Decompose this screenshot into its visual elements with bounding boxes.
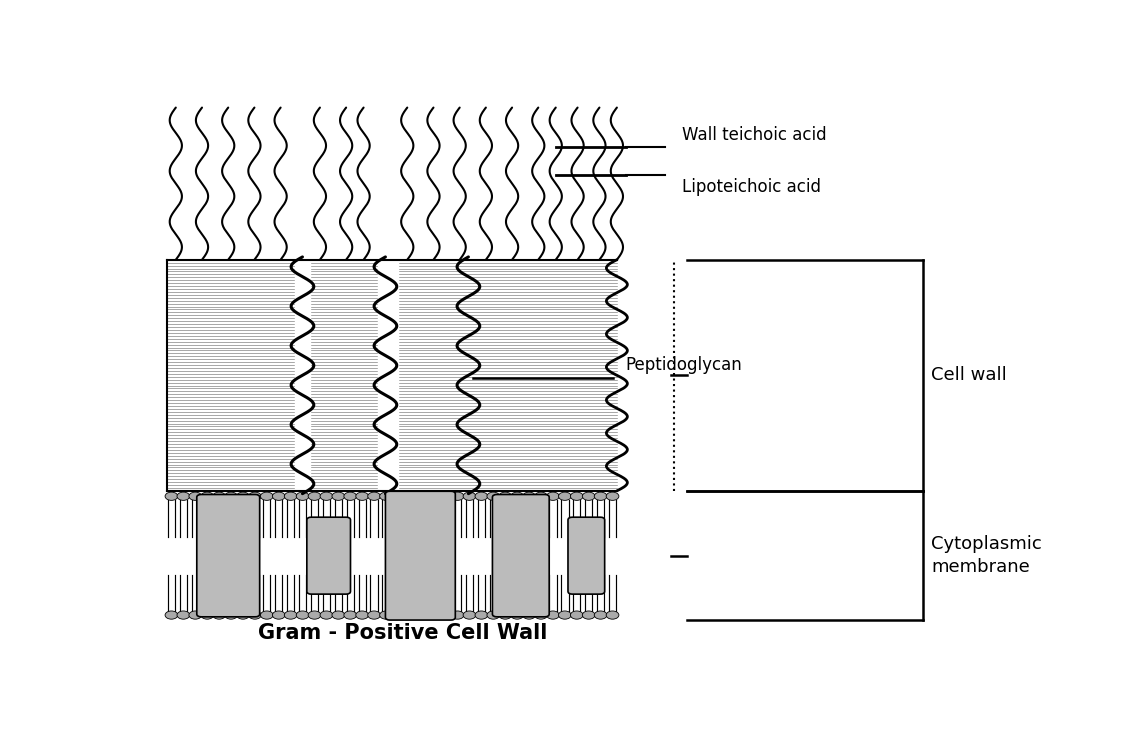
Circle shape: [570, 492, 583, 501]
Circle shape: [451, 492, 464, 501]
Circle shape: [570, 611, 583, 619]
Circle shape: [487, 492, 499, 501]
Circle shape: [523, 492, 535, 501]
Text: Peptidoglycan: Peptidoglycan: [625, 356, 743, 373]
Circle shape: [534, 492, 548, 501]
Circle shape: [547, 611, 559, 619]
Circle shape: [273, 611, 285, 619]
Circle shape: [273, 492, 285, 501]
Circle shape: [296, 611, 309, 619]
FancyBboxPatch shape: [492, 495, 549, 617]
Circle shape: [165, 492, 178, 501]
Circle shape: [296, 492, 309, 501]
Circle shape: [606, 611, 619, 619]
Circle shape: [380, 492, 392, 501]
Circle shape: [260, 611, 273, 619]
Text: Cytoplasmic
membrane: Cytoplasmic membrane: [931, 535, 1042, 577]
Circle shape: [213, 611, 225, 619]
FancyBboxPatch shape: [385, 491, 455, 620]
Circle shape: [249, 611, 261, 619]
Circle shape: [165, 611, 178, 619]
Circle shape: [224, 492, 238, 501]
Circle shape: [391, 611, 405, 619]
Circle shape: [403, 492, 416, 501]
Circle shape: [332, 611, 345, 619]
Circle shape: [476, 611, 488, 619]
Circle shape: [451, 611, 464, 619]
Circle shape: [534, 611, 548, 619]
Circle shape: [583, 611, 595, 619]
Circle shape: [427, 611, 440, 619]
Text: Wall teichoic acid: Wall teichoic acid: [683, 126, 827, 144]
Circle shape: [284, 492, 298, 501]
Circle shape: [594, 611, 607, 619]
Circle shape: [260, 492, 273, 501]
Circle shape: [416, 492, 428, 501]
Circle shape: [380, 611, 392, 619]
Circle shape: [440, 611, 452, 619]
Circle shape: [403, 611, 416, 619]
Circle shape: [547, 492, 559, 501]
Circle shape: [284, 611, 298, 619]
FancyBboxPatch shape: [307, 518, 350, 594]
Circle shape: [308, 492, 321, 501]
Circle shape: [594, 492, 607, 501]
Text: Gram - Positive Cell Wall: Gram - Positive Cell Wall: [258, 623, 548, 643]
Circle shape: [463, 492, 476, 501]
Circle shape: [189, 492, 202, 501]
Text: Lipoteichoic acid: Lipoteichoic acid: [683, 178, 822, 196]
Circle shape: [213, 492, 225, 501]
Circle shape: [416, 611, 428, 619]
Circle shape: [511, 492, 524, 501]
Circle shape: [177, 611, 189, 619]
Circle shape: [487, 611, 499, 619]
Circle shape: [201, 492, 214, 501]
Circle shape: [177, 492, 189, 501]
Text: Cell wall: Cell wall: [931, 366, 1008, 384]
Circle shape: [367, 492, 381, 501]
Circle shape: [559, 611, 571, 619]
Circle shape: [583, 492, 595, 501]
Circle shape: [523, 611, 535, 619]
Circle shape: [237, 492, 249, 501]
FancyBboxPatch shape: [568, 518, 605, 594]
Circle shape: [332, 492, 345, 501]
Circle shape: [344, 611, 356, 619]
Circle shape: [427, 492, 440, 501]
Circle shape: [391, 492, 405, 501]
Circle shape: [201, 611, 214, 619]
Circle shape: [367, 611, 381, 619]
Circle shape: [511, 611, 524, 619]
Circle shape: [499, 492, 512, 501]
Circle shape: [224, 611, 238, 619]
Circle shape: [308, 611, 321, 619]
Circle shape: [189, 611, 202, 619]
Circle shape: [320, 611, 332, 619]
Circle shape: [356, 492, 369, 501]
Circle shape: [237, 611, 249, 619]
Circle shape: [320, 492, 332, 501]
Circle shape: [559, 492, 571, 501]
Circle shape: [356, 611, 369, 619]
Circle shape: [463, 611, 476, 619]
Circle shape: [249, 492, 261, 501]
Circle shape: [606, 492, 619, 501]
Circle shape: [476, 492, 488, 501]
Circle shape: [344, 492, 356, 501]
Circle shape: [499, 611, 512, 619]
Circle shape: [440, 492, 452, 501]
FancyBboxPatch shape: [197, 495, 259, 617]
